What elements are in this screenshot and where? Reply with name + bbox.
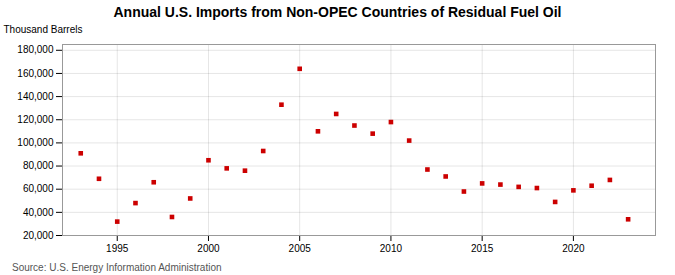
svg-text:120,000: 120,000 [17,114,54,125]
svg-text:40,000: 40,000 [23,207,54,218]
svg-text:2010: 2010 [380,243,403,254]
svg-text:Thousand Barrels: Thousand Barrels [4,24,83,35]
html-text:Annual U.S. Imports from Non-O: Annual U.S. Imports from Non-OPEC Countr… [113,4,562,20]
svg-text:1995: 1995 [106,243,129,254]
svg-text:2005: 2005 [289,243,312,254]
html-text:Source: U.S. Energy Informatio: Source: U.S. Energy Information Administ… [12,262,222,273]
svg-text:80,000: 80,000 [23,160,54,171]
svg-text:60,000: 60,000 [23,183,54,194]
svg-text:2000: 2000 [197,243,220,254]
svg-text:20,000: 20,000 [23,230,54,241]
svg-text:2020: 2020 [562,243,585,254]
svg-text:140,000: 140,000 [17,91,54,102]
svg-text:180,000: 180,000 [17,44,54,55]
svg-text:100,000: 100,000 [17,137,54,148]
svg-text:160,000: 160,000 [17,68,54,79]
svg-text:2015: 2015 [471,243,494,254]
